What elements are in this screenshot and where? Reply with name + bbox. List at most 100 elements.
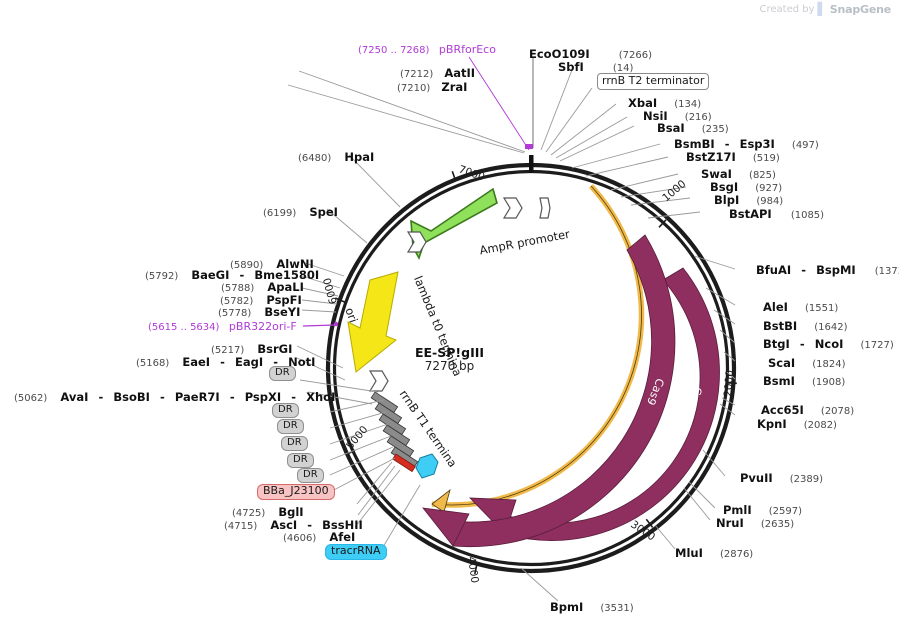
- site-bfuai-bspmi[interactable]: BfuAI - BspMI (1373): [756, 259, 899, 278]
- site-scai-pos: (1824): [812, 359, 846, 370]
- site-bstapi[interactable]: BstAPI (1085): [729, 203, 824, 222]
- snapgene-watermark: Created by ▌ SnapGene: [760, 2, 892, 16]
- site-bseyi-name: BseYI: [264, 305, 301, 319]
- primer-tick-pbr322ori: [333, 321, 339, 327]
- site-acc65i-name: Acc65I: [761, 403, 804, 417]
- site-bme1580i-name: Bme1580I: [254, 268, 320, 282]
- site-pmli-pos: (2597): [768, 506, 802, 517]
- site-acc65i[interactable]: Acc65I (2078): [761, 399, 854, 418]
- site-apali[interactable]: (5788) ApaLI: [221, 276, 304, 295]
- site-baegi-bme1580i[interactable]: (5792) BaeGI - Bme1580I: [145, 264, 319, 283]
- site-ecoo109i[interactable]: EcoO109I (7266): [529, 43, 652, 62]
- site-xbai[interactable]: XbaI (134): [628, 92, 701, 111]
- primer-pbrforeco[interactable]: (7250 .. 7268) pBRforEco: [358, 43, 496, 56]
- site-bsrgi[interactable]: (5217) BsrGI: [211, 338, 292, 357]
- site-xhoi-name: XhoI: [306, 390, 336, 404]
- site-scai[interactable]: ScaI (1824): [768, 352, 846, 371]
- site-blpi[interactable]: BlpI (984): [714, 189, 783, 208]
- primer-pbr322ori-range: (5615 .. 5634): [148, 322, 220, 333]
- site-separator-dash: -: [98, 390, 104, 404]
- site-bgli[interactable]: (4725) BglI: [232, 501, 304, 520]
- site-pvuii[interactable]: PvuII (2389): [740, 467, 823, 486]
- site-spei[interactable]: (6199) SpeI: [263, 201, 338, 220]
- tick-label-1000: 1000: [660, 178, 688, 204]
- site-bstz17i[interactable]: BstZ17I (519): [686, 146, 780, 165]
- site-bstz17i-name: BstZ17I: [686, 150, 736, 164]
- site-swai[interactable]: SwaI (825): [701, 163, 776, 182]
- site-paer7i-name: PaeR7I: [174, 390, 220, 404]
- feature-rrnb-t2-terminator[interactable]: rrnB T2 terminator: [597, 73, 710, 90]
- site-eaei-eagi-noti[interactable]: (5168) EaeI - EagI - NotI: [136, 351, 315, 370]
- site-nrui[interactable]: NruI (2635): [716, 512, 794, 531]
- site-mlui-name: MluI: [675, 546, 703, 560]
- site-pspfi[interactable]: (5782) PspFI: [220, 289, 302, 308]
- feature-dr-4[interactable]: DR: [281, 436, 308, 451]
- site-btgi-ncoi[interactable]: BtgI - NcoI (1727): [763, 333, 894, 352]
- site-alwni-name: AlwNI: [276, 257, 314, 271]
- primer-pbr322ori-f[interactable]: (5615 .. 5634) pBR322ori-F: [148, 320, 297, 333]
- site-nsii[interactable]: NsiI (216): [643, 105, 712, 124]
- site-afei-pos: (4606): [283, 533, 317, 544]
- feature-bba-j23100[interactable]: BBa_J23100: [257, 484, 335, 500]
- site-hpai-name: HpaI: [344, 150, 375, 164]
- site-bsmi-name: BsmI: [763, 374, 795, 388]
- site-bsrgi-pos: (5217): [211, 345, 245, 356]
- site-pmli[interactable]: PmlI (2597): [723, 499, 802, 518]
- site-asci-bsshii[interactable]: (4715) AscI - BssHII: [224, 514, 363, 533]
- site-sbfi[interactable]: SbfI (14): [558, 56, 633, 75]
- site-swai-pos: (825): [749, 170, 776, 181]
- feature-dr-2[interactable]: DR: [272, 403, 299, 418]
- feature-cas9-inner: [422, 234, 676, 548]
- site-bsai[interactable]: BsaI (235): [657, 117, 729, 136]
- site-aatii[interactable]: (7212) AatII: [400, 62, 475, 81]
- feature-dr-1[interactable]: DR: [269, 366, 296, 381]
- site-bsmbi-esp3i[interactable]: BsmBI - Esp3I (497): [674, 133, 819, 152]
- site-separator-dash: -: [160, 390, 165, 404]
- feature-tracrrna[interactable]: tracrRNA: [325, 544, 387, 560]
- site-ecoo109i-pos: (7266): [618, 50, 652, 61]
- site-bseyi[interactable]: (5778) BseYI: [218, 301, 300, 320]
- site-mlui-pos: (2876): [719, 549, 754, 560]
- site-bseyi-pos: (5778): [218, 308, 252, 319]
- site-bgli-name: BglI: [278, 505, 304, 519]
- site-spei-pos: (6199): [263, 208, 297, 219]
- site-scai-name: ScaI: [768, 356, 796, 370]
- site-bsmi[interactable]: BsmI (1908): [763, 370, 845, 389]
- site-alei-pos: (1551): [805, 303, 839, 314]
- site-separator-dash: -: [799, 337, 805, 351]
- feature-dr-5[interactable]: DR: [287, 453, 314, 468]
- site-bsgi[interactable]: BsgI (927): [710, 176, 782, 195]
- site-pmli-name: PmlI: [723, 503, 752, 517]
- site-separator-dash: -: [801, 263, 807, 277]
- site-hpai[interactable]: (6480) HpaI: [298, 146, 374, 165]
- feature-dr-6[interactable]: DR: [297, 468, 324, 483]
- site-baegi-pos: (5792): [145, 271, 179, 282]
- site-bsobi-name: BsoBI: [113, 390, 150, 404]
- site-blpi-pos: (984): [756, 196, 784, 207]
- site-ncoi-name: NcoI: [814, 337, 844, 351]
- site-zrai[interactable]: (7210) ZraI: [397, 76, 467, 95]
- terminator-glyphs: [368, 197, 551, 392]
- site-bpmi[interactable]: BpmI (3531): [550, 596, 634, 615]
- site-bgli-pos: (4725): [232, 508, 266, 519]
- site-mlui[interactable]: MluI (2876): [675, 542, 753, 561]
- feature-ori-arrow: [347, 271, 399, 373]
- site-alei[interactable]: AleI (1551): [763, 296, 838, 315]
- primer-pbrforeco-range: (7250 .. 7268): [358, 45, 430, 56]
- site-eagi-name: EagI: [235, 355, 264, 369]
- site-avai-bsobi-paer7i-pspxi-xhoi[interactable]: (5062) AvaI - BsoBI - PaeR7I - PspXI - X…: [14, 386, 335, 405]
- site-bpmi-name: BpmI: [550, 600, 584, 614]
- site-bstbi-pos: (1642): [814, 322, 848, 333]
- site-bstbi-name: BstBI: [763, 319, 798, 333]
- site-alwni[interactable]: (5890) AlwNI: [230, 253, 314, 272]
- site-apali-pos: (5788): [221, 283, 255, 294]
- site-bstbi[interactable]: BstBI (1642): [763, 315, 848, 334]
- site-asci-name: AscI: [270, 518, 298, 532]
- site-separator-dash: -: [229, 390, 235, 404]
- site-kpni[interactable]: KpnI (2082): [757, 413, 837, 432]
- site-bstapi-pos: (1085): [790, 210, 825, 221]
- feature-dr-3[interactable]: DR: [277, 419, 304, 434]
- site-zrai-pos: (7210): [397, 83, 431, 94]
- site-afei[interactable]: (4606) AfeI: [283, 526, 355, 545]
